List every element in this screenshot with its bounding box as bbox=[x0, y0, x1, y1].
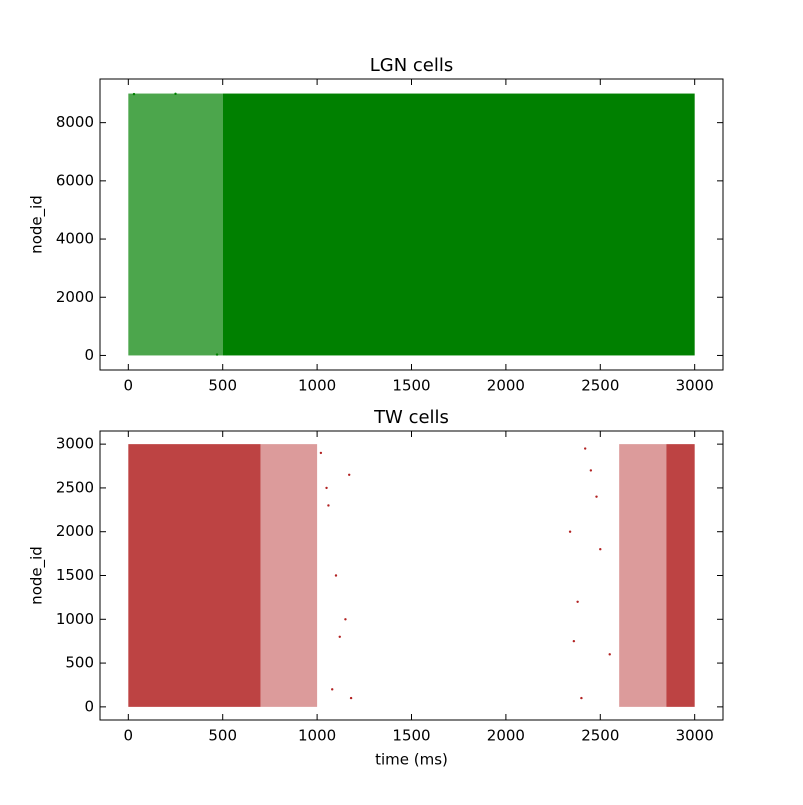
spike bbox=[327, 504, 330, 507]
x-tick-label: 1000 bbox=[298, 377, 336, 395]
spike bbox=[595, 495, 598, 498]
x-tick-label: 2000 bbox=[487, 727, 525, 745]
spike bbox=[325, 486, 328, 490]
spike-region bbox=[666, 444, 695, 707]
y-tick-label: 1500 bbox=[56, 566, 94, 584]
x-tick-label: 1500 bbox=[392, 727, 430, 745]
spike bbox=[608, 653, 611, 656]
x-tick-label: 2500 bbox=[581, 727, 619, 745]
spike-region bbox=[128, 93, 223, 356]
y-tick-label: 500 bbox=[65, 654, 94, 672]
spike bbox=[331, 688, 334, 691]
x-tick-label: 500 bbox=[208, 377, 237, 395]
spike bbox=[344, 618, 347, 621]
x-tick-label: 500 bbox=[208, 727, 237, 745]
spike bbox=[319, 451, 323, 455]
y-tick-label: 0 bbox=[84, 346, 94, 364]
x-tick-label: 0 bbox=[124, 377, 134, 395]
spike bbox=[225, 352, 228, 356]
spike bbox=[599, 548, 602, 551]
x-tick-label: 1000 bbox=[298, 727, 336, 745]
y-tick-label: 8000 bbox=[56, 113, 94, 131]
spike bbox=[576, 600, 579, 603]
spike bbox=[349, 696, 353, 700]
spike bbox=[132, 92, 136, 96]
x-tick-label: 2500 bbox=[581, 377, 619, 395]
spike bbox=[215, 353, 219, 356]
x-tick-label: 0 bbox=[124, 727, 134, 745]
y-tick-label: 0 bbox=[84, 697, 94, 715]
spike bbox=[174, 92, 177, 96]
y-tick-label: 2500 bbox=[56, 478, 94, 496]
x-tick-label: 2000 bbox=[487, 377, 525, 395]
y-axis-label: node_id bbox=[28, 195, 47, 254]
y-tick-label: 3000 bbox=[56, 435, 94, 453]
spike bbox=[589, 469, 593, 472]
chart-title: LGN cells bbox=[370, 55, 454, 76]
x-tick-label: 3000 bbox=[676, 727, 714, 745]
y-axis-label: node_id bbox=[28, 546, 47, 605]
chart-title: TW cells bbox=[373, 407, 449, 428]
y-tick-label: 6000 bbox=[56, 171, 94, 189]
spike bbox=[334, 574, 338, 577]
spike-region bbox=[619, 444, 667, 707]
spike bbox=[338, 635, 341, 639]
y-tick-label: 2000 bbox=[56, 288, 94, 306]
y-tick-label: 2000 bbox=[56, 522, 94, 540]
spike bbox=[572, 639, 576, 643]
y-tick-label: 4000 bbox=[56, 230, 94, 248]
spike bbox=[348, 473, 351, 476]
spike-region bbox=[260, 444, 318, 707]
spike bbox=[568, 530, 572, 533]
spike bbox=[580, 696, 583, 700]
x-tick-label: 3000 bbox=[676, 377, 714, 395]
spike bbox=[583, 447, 587, 450]
x-axis-label: time (ms) bbox=[375, 751, 448, 769]
y-tick-label: 1000 bbox=[56, 610, 94, 628]
spike-region bbox=[222, 93, 695, 356]
x-tick-label: 1500 bbox=[392, 377, 430, 395]
spike-region bbox=[128, 444, 261, 707]
